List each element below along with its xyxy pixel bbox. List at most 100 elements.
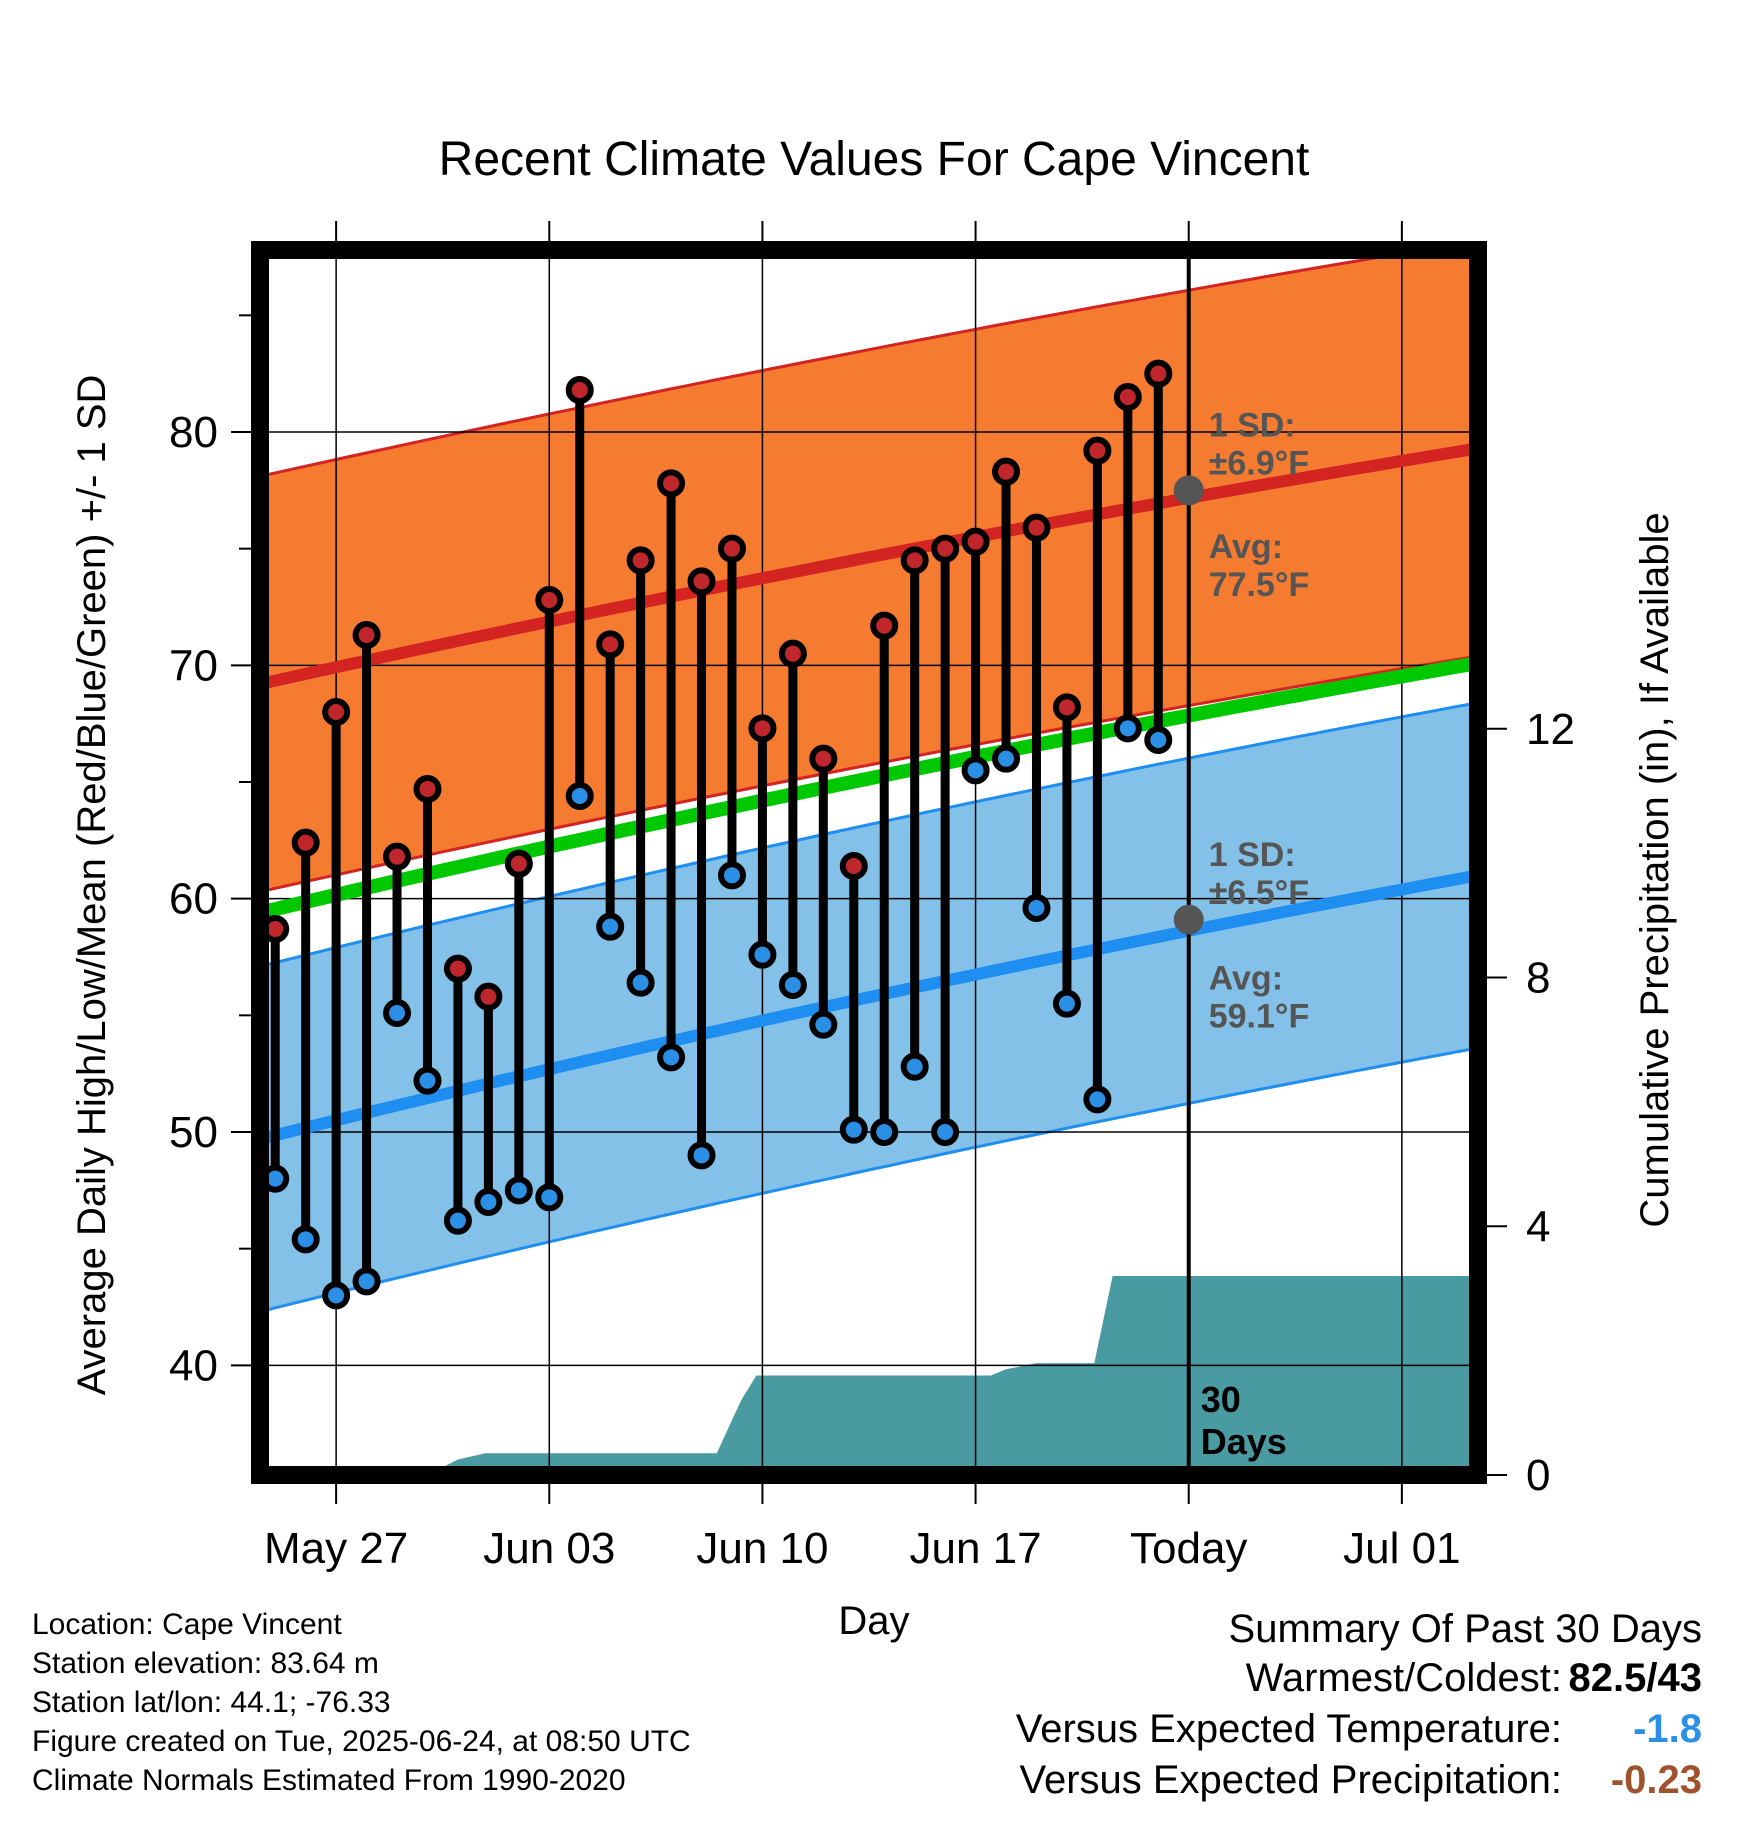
- observed-high-point: [383, 842, 412, 871]
- x-axis-label: Day: [838, 1599, 909, 1643]
- observed-high-point: [961, 527, 990, 556]
- summary-warm-label: Warmest/Coldest:: [1245, 1656, 1562, 1700]
- y-tick-label-left: 60: [169, 875, 218, 924]
- info-normals: Climate Normals Estimated From 1990-2020: [32, 1764, 626, 1797]
- x-tick-label: Jun 03: [483, 1524, 615, 1573]
- observed-high-point: [748, 714, 777, 743]
- normal-low-line: [260, 869, 1478, 1145]
- high-avg-annotation: Avg: 77.5°F: [1209, 528, 1310, 604]
- normal-mean-line: [260, 656, 1478, 920]
- observed-low-point: [687, 1141, 716, 1170]
- observed-low-point: [809, 1010, 838, 1039]
- window-annotation: 30 Days: [1201, 1379, 1287, 1462]
- high-sd-annotation: 1 SD: ±6.9°F: [1209, 407, 1309, 483]
- y-axis-label-right: Cumulative Precipitation (in), If Availa…: [1633, 512, 1677, 1227]
- y-axis-label-left: Average Daily High/Low/Mean (Red/Blue/Gr…: [70, 375, 114, 1396]
- normal-high-line: [260, 442, 1478, 690]
- observed-low-point: [383, 999, 412, 1027]
- station-info: Location: Cape Vincent Station elevation…: [32, 1605, 691, 1800]
- observed-low-point: [413, 1066, 442, 1095]
- observed-high-point: [717, 534, 746, 563]
- observed-low-point: [870, 1118, 899, 1146]
- observed-high-point: [657, 469, 686, 498]
- observed-high-point: [1083, 436, 1112, 465]
- observed-high-point: [687, 567, 716, 596]
- window-annotation-line: 30: [1201, 1379, 1241, 1420]
- observed-high-point: [1113, 383, 1142, 411]
- summary-temperature: Versus Expected Temperature: -1.8: [1016, 1704, 1702, 1755]
- observed-low-point: [504, 1176, 533, 1205]
- observed-high-point: [443, 954, 472, 983]
- observed-low-point: [626, 968, 655, 997]
- observed-high-point: [839, 852, 868, 880]
- observed-low-point: [1083, 1085, 1112, 1114]
- chart-title: Recent Climate Values For Cape Vincent: [439, 133, 1310, 186]
- observed-high-point: [778, 639, 807, 668]
- summary-temp-value: -1.8: [1633, 1707, 1702, 1751]
- x-tick-label: Jun 10: [696, 1524, 828, 1573]
- high-sd-band: [260, 250, 1478, 892]
- high-sd-annotation-line: 1 SD:: [1209, 407, 1296, 445]
- summary-title: Summary Of Past 30 Days: [1228, 1607, 1702, 1651]
- observed-high-point: [809, 744, 838, 773]
- y-tick-label-left: 70: [169, 641, 218, 690]
- low-avg-annotation-line: 59.1°F: [1209, 998, 1310, 1036]
- info-elevation: Station elevation: 83.64 m: [32, 1647, 379, 1680]
- observed-low-point: [352, 1267, 381, 1296]
- high-avg-annotation-line: Avg:: [1209, 528, 1283, 566]
- observed-high-point: [900, 546, 929, 575]
- observed-low-point: [565, 782, 594, 810]
- observed-high-point: [565, 376, 594, 404]
- low-sd-band: [260, 702, 1478, 1312]
- low-sd-annotation: 1 SD: ±6.5°F: [1209, 836, 1309, 912]
- summary-temp-label: Versus Expected Temperature:: [1015, 1707, 1562, 1751]
- observed-low-point: [1113, 714, 1142, 743]
- low-sd-annotation-line: 1 SD:: [1209, 836, 1296, 874]
- high-avg-annotation-line: 77.5°F: [1209, 566, 1310, 604]
- summary-precip-label: Versus Expected Precipitation:: [1019, 1758, 1562, 1802]
- summary-warm-value: 82.5/43: [1568, 1656, 1702, 1700]
- observed-high-point: [870, 611, 899, 640]
- summary-precip-value: -0.23: [1610, 1758, 1702, 1802]
- observed-high-point: [1052, 693, 1081, 722]
- window-annotation-line: Days: [1201, 1421, 1287, 1462]
- observed-high-point: [1022, 513, 1051, 542]
- y-tick-label-left: 40: [169, 1341, 218, 1390]
- y-tick-label-right: 4: [1526, 1202, 1550, 1251]
- x-tick-label: Jun 17: [910, 1524, 1042, 1573]
- observed-low-point: [291, 1225, 320, 1254]
- y-tick-label-right: 8: [1526, 954, 1550, 1003]
- observed-high-point: [413, 775, 442, 803]
- high-band-lower-edge: [260, 654, 1478, 894]
- observed-low-point: [443, 1206, 472, 1235]
- y-tick-label-right: 0: [1526, 1451, 1550, 1500]
- observed-low-point: [535, 1183, 564, 1212]
- observed-low-point: [1144, 726, 1173, 754]
- observed-high-point: [352, 621, 381, 649]
- observed-low-point: [657, 1043, 686, 1072]
- info-latlon: Station lat/lon: 44.1; -76.33: [32, 1686, 391, 1719]
- today-high-avg-point: [1173, 475, 1204, 506]
- observed-high-point: [291, 828, 320, 857]
- high-sd-annotation-line: ±6.9°F: [1209, 445, 1309, 483]
- observed-high-point: [474, 982, 503, 1011]
- low-sd-annotation-line: ±6.5°F: [1209, 874, 1309, 912]
- low-band-upper-edge: [260, 701, 1478, 968]
- y-tick-label-left: 50: [169, 1108, 218, 1157]
- low-avg-annotation-line: Avg:: [1209, 960, 1283, 998]
- observed-high-point: [535, 586, 564, 614]
- observed-high-point: [1144, 359, 1173, 388]
- y-tick-label-left: 80: [169, 408, 218, 457]
- observed-high-point: [626, 546, 655, 575]
- observed-low-point: [931, 1118, 960, 1146]
- observed-high-point: [322, 698, 351, 726]
- info-location: Location: Cape Vincent: [32, 1608, 342, 1641]
- observed-low-point: [900, 1052, 929, 1081]
- observed-low-point: [474, 1188, 503, 1216]
- x-tick-label: Today: [1130, 1524, 1247, 1573]
- observed-low-point: [596, 912, 625, 941]
- observed-low-point: [717, 861, 746, 890]
